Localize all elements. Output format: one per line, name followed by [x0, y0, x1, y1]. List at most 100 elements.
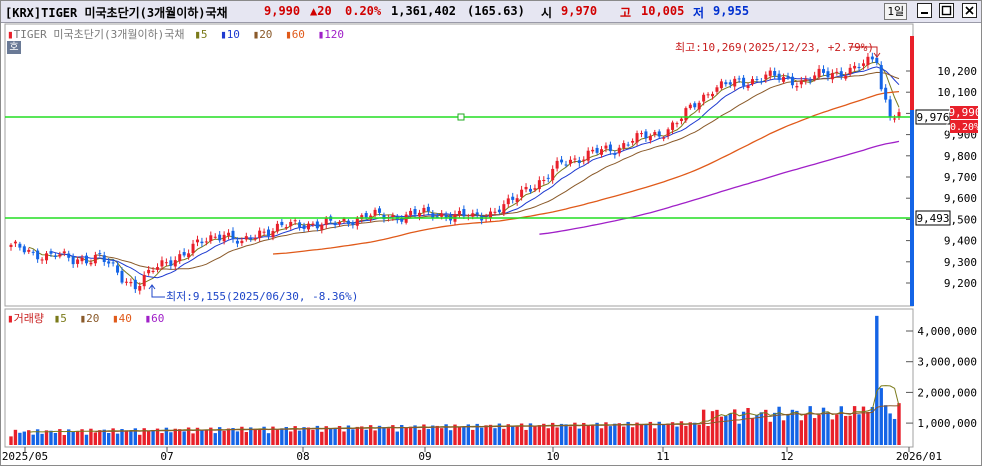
volume-bar — [559, 423, 564, 445]
candle-body — [440, 213, 444, 217]
candle-body — [870, 56, 874, 60]
volume-bar — [684, 425, 688, 445]
price-change-pct: 0.20% — [345, 4, 382, 18]
date-tick-label: 07 — [160, 450, 173, 463]
volume-bar — [444, 424, 448, 445]
candle-body — [426, 206, 430, 212]
minimize-icon[interactable] — [916, 3, 932, 18]
candle-body — [675, 123, 679, 125]
candle-body — [711, 93, 715, 97]
volume-bar — [693, 422, 697, 445]
candle-body — [799, 80, 803, 85]
candle-body — [604, 145, 608, 149]
volume-bar — [830, 419, 835, 445]
volume-ratio: (165.63) — [467, 4, 525, 18]
candle-body — [138, 285, 142, 291]
date-tick-label: 12 — [780, 450, 793, 463]
volume-bar — [75, 431, 80, 445]
volume-bar — [861, 406, 866, 445]
candle-body — [293, 220, 297, 222]
candle-body — [240, 240, 244, 244]
volume-bar — [639, 423, 644, 445]
candle-body — [804, 79, 808, 81]
current-pct-tag-text: (0.20%) — [944, 122, 981, 133]
quote-badge[interactable]: 호 — [7, 41, 21, 54]
chart-canvas[interactable]: 10,20010,10010,0009,9009,8009,7009,6009,… — [1, 22, 981, 466]
volume-bar — [360, 426, 364, 445]
candle-body — [808, 80, 812, 82]
volume-bar — [62, 434, 66, 445]
volume-bar — [622, 426, 626, 445]
volume-bar — [342, 431, 346, 445]
candle-body — [533, 188, 537, 190]
volume-bar — [550, 422, 555, 445]
date-tick-label: 2026/01 — [896, 450, 942, 463]
candle-body — [608, 144, 612, 152]
volume-bar — [377, 425, 382, 445]
candle-body — [657, 131, 661, 137]
maximize-icon[interactable] — [939, 3, 955, 18]
candle-body — [457, 210, 461, 215]
volume-bar — [515, 426, 519, 445]
candle-body — [191, 243, 195, 254]
candle-body — [142, 274, 146, 287]
candle-body — [289, 221, 293, 227]
volume-tick-label: 4,000,000 — [917, 325, 977, 338]
volume-bar — [306, 427, 311, 445]
volume-bar — [320, 431, 324, 445]
guide-tag-lower-text: 9,493 — [916, 212, 949, 225]
price-tick-label: 9,300 — [944, 256, 977, 269]
close-icon[interactable] — [962, 3, 977, 18]
legend-vma60: ▮60 — [144, 312, 165, 325]
candle-body — [258, 230, 262, 239]
candle-body — [857, 66, 861, 69]
candle-body — [36, 250, 40, 260]
min-price-label: 최저:9,155(2025/06/30, -8.36%) — [166, 290, 358, 303]
volume-bar — [790, 409, 795, 445]
stock-name: [KRX]TIGER 미국초단기(3개월이하)국채 — [5, 6, 228, 20]
trade-volume: 1,361,402 — [391, 4, 457, 18]
candle-body — [298, 222, 302, 228]
volume-bar — [462, 426, 466, 445]
min-price-arrow — [148, 284, 156, 290]
volume-bar — [724, 415, 728, 445]
price-axis[interactable]: 10,20010,10010,0009,9009,8009,7009,6009,… — [937, 65, 977, 290]
volume-bar — [808, 406, 812, 445]
volume-bar — [417, 429, 422, 445]
price-tick-label: 10,100 — [937, 86, 977, 99]
current-price-tag-text: 9,990 — [948, 106, 981, 119]
volume-bar — [533, 426, 537, 445]
candle-body — [617, 147, 621, 154]
volume-bar — [89, 428, 93, 445]
volume-bar — [209, 427, 213, 445]
volume-bar — [129, 431, 133, 445]
period-button[interactable]: 1일 — [884, 3, 908, 20]
current-pct-tag — [950, 120, 978, 133]
legend-ma5-label: 5 — [200, 28, 208, 41]
candle-body — [817, 68, 821, 77]
volume-bar — [431, 425, 435, 445]
legend-ma60: ▮60 — [285, 28, 305, 41]
candle-body — [830, 73, 834, 80]
candle-body — [613, 153, 617, 155]
volume-legend-icon: ▮ — [7, 312, 14, 325]
candle-body — [116, 265, 120, 273]
volume-bar — [213, 433, 217, 445]
volume-axis[interactable]: 4,000,000 3,000,000 2,000,000 1,000,000 — [917, 325, 977, 430]
max-price-pointer — [849, 46, 878, 55]
date-tick-label: 08 — [296, 450, 309, 463]
candle-body — [764, 74, 768, 80]
price-range-bar-up — [910, 36, 914, 110]
candle-body — [156, 267, 160, 270]
candle-body — [413, 209, 417, 215]
candle-body — [773, 71, 777, 76]
candle-body — [417, 212, 421, 217]
date-axis[interactable]: 2025/05 07 08 09 10 11 12 2026/01 — [2, 450, 942, 463]
guide-line-handle[interactable] — [457, 113, 465, 121]
max-price-arrow — [873, 52, 881, 58]
candle-body — [684, 108, 688, 121]
volume-bar — [511, 425, 515, 445]
volume-bar — [311, 429, 315, 445]
volume-bar — [608, 426, 613, 445]
volume-bar — [644, 424, 648, 445]
